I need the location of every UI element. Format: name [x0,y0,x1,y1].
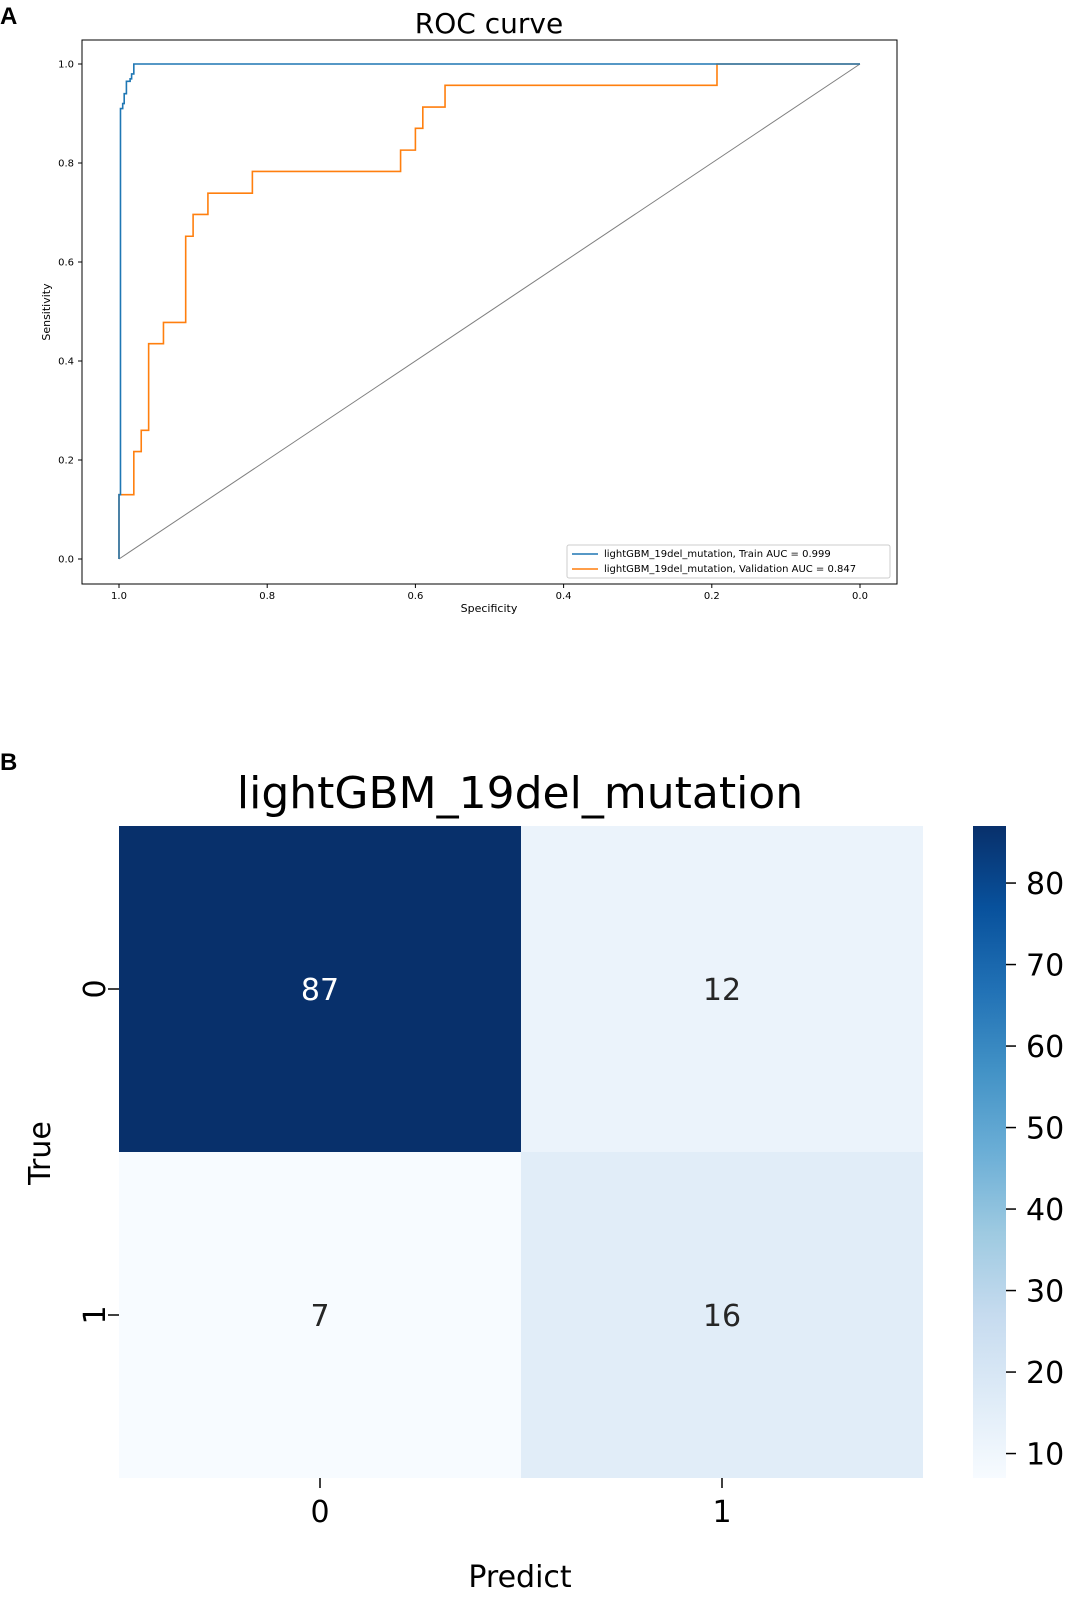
roc-y-tick-label: 0.8 [58,159,74,170]
colorbar-tick-label: 20 [1026,1356,1064,1391]
roc-diagonal-line [118,63,861,560]
roc-x-tick-label: 0.4 [556,591,572,602]
panel-a-label: A [0,3,17,30]
roc-legend: lightGBM_19del_mutation, Train AUC = 0.9… [566,544,891,579]
cm-cell-value: 7 [310,1299,329,1334]
colorbar-tick-label: 40 [1026,1193,1064,1228]
roc-x-axis: 1.0 0.8 0.6 0.4 0.2 0.0 [111,584,868,602]
roc-x-tick-label: 0.8 [259,591,275,602]
cm-cell [521,826,923,1152]
cm-cell [119,826,521,1152]
cm-cells: 87 12 7 16 [119,826,923,1478]
colorbar [973,826,1006,1478]
roc-chart: ROC curve 0.00.20.40.60.81.0 1.0 0.8 0.6 0.… [40,7,898,615]
roc-y-tick-label: 1.0 [58,60,74,71]
cm-cell-value: 16 [703,1299,741,1334]
roc-y-tick-label: 0.0 [58,555,74,566]
roc-x-tick-label: 0.6 [407,591,423,602]
confusion-matrix-chart: lightGBM_19del_mutation 87 127 16 0 101 Pre… [23,768,1064,1595]
roc-title: ROC curve [415,7,563,40]
roc-y-tick-label: 0.6 [58,258,74,269]
roc-x-tick-label: 1.0 [111,591,127,602]
colorbar-tick-label: 60 [1026,1030,1064,1065]
colorbar-tick-label: 10 [1026,1438,1064,1473]
legend-train-label: lightGBM_19del_mutation, Train AUC = 0.9… [604,549,831,560]
roc-x-label: Specificity [461,602,518,615]
cm-x-tick-label: 0 [310,1495,329,1530]
colorbar-ticks: 10 20 30 40 50 60 70 80 [1006,867,1064,1473]
cm-x-tick-label: 1 [712,1495,731,1530]
panel-b-label: B [0,749,17,776]
cm-y-label: True [23,1121,58,1186]
roc-x-tick-label: 0.0 [852,591,868,602]
colorbar-tick-label: 50 [1026,1112,1064,1147]
cm-y-tick-label: 0 [78,979,113,998]
roc-y-tick-label: 0.4 [58,357,74,368]
legend-validation-label: lightGBM_19del_mutation, Validation AUC … [604,564,856,575]
cm-y-tick-label: 1 [78,1305,113,1324]
cm-cell [119,1152,521,1478]
cm-title: lightGBM_19del_mutation [237,768,803,819]
colorbar-tick-label: 80 [1026,867,1064,902]
roc-y-axis: 0.0 0.2 0.4 0.6 0.8 1.0 [58,60,82,566]
roc-train-line [118,63,860,559]
roc-x-tick-label: 0.2 [704,591,720,602]
colorbar-tick-label: 30 [1026,1275,1064,1310]
roc-validation-line [118,63,860,559]
cm-cell-value: 12 [703,973,741,1008]
cm-cell [521,1152,923,1478]
roc-y-label: Sensitivity [40,283,53,341]
colorbar-tick-label: 70 [1026,949,1064,984]
cm-axes: 0 1 0 1 [78,979,732,1530]
cm-x-label: Predict [468,1560,572,1595]
roc-legend-box [566,544,891,579]
roc-y-tick-label: 0.2 [58,456,74,467]
roc-plot-frame [81,39,898,585]
roc-series [118,63,861,560]
cm-cell-value: 87 [301,973,339,1008]
